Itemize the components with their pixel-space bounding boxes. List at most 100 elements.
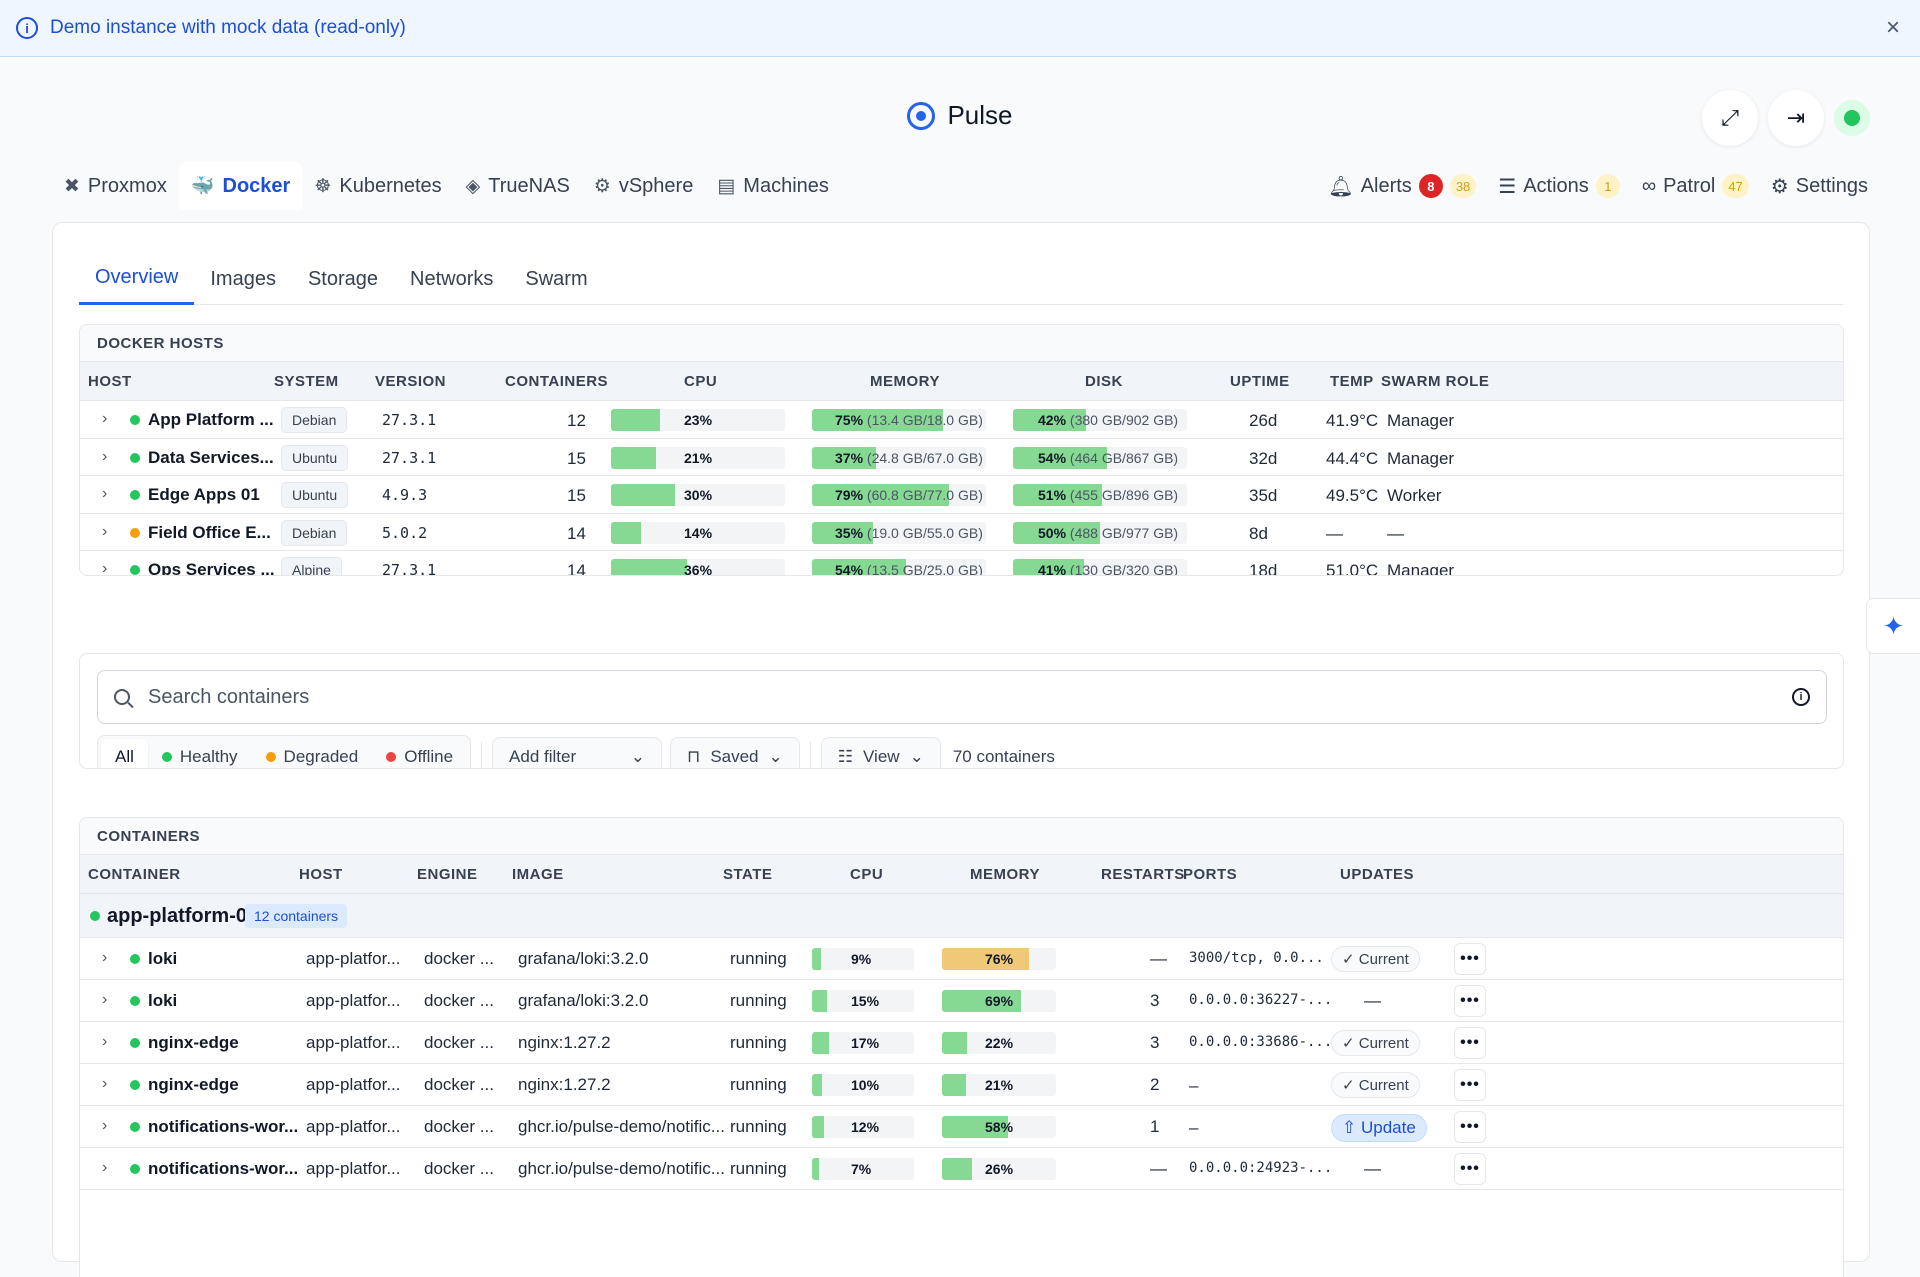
subtab-images[interactable]: Images xyxy=(210,267,276,290)
col-cpu[interactable]: CPU xyxy=(684,373,718,390)
tab-actions[interactable]: ☰ Actions 1 xyxy=(1498,174,1620,199)
tab-alerts[interactable]: 🔔︎ Alerts 8 38 xyxy=(1328,174,1477,199)
tab-proxmox[interactable]: ✖ Proxmox xyxy=(52,162,179,210)
tab-vsphere[interactable]: ⚙ vSphere xyxy=(582,162,706,210)
update-status: — xyxy=(1364,991,1381,1010)
col-swarm-role[interactable]: SWARM ROLE xyxy=(1381,373,1490,390)
col-memory[interactable]: MEMORY xyxy=(970,866,1040,883)
host-row[interactable]: › App Platform ... Debian 27.3.1 12 23% 75% (1… xyxy=(80,401,1843,439)
memory-label: 54% (13.5 GB/25.0 GB) xyxy=(835,562,983,575)
col-uptime[interactable]: UPTIME xyxy=(1230,373,1290,390)
container-row[interactable]: › notifications-wor... app-platfor... docke… xyxy=(80,1148,1843,1190)
more-actions-button[interactable]: ••• xyxy=(1454,943,1486,975)
subtab-swarm[interactable]: Swarm xyxy=(525,267,588,290)
saved-filters-dropdown[interactable]: ⊓ Saved ⌄ xyxy=(670,737,800,768)
chevron-right-icon[interactable]: › xyxy=(102,991,108,1008)
filter-degraded[interactable]: Degraded xyxy=(252,739,373,768)
col-memory[interactable]: MEMORY xyxy=(870,373,940,390)
tab-truenas[interactable]: ◈ TrueNAS xyxy=(454,162,582,210)
view-options-dropdown[interactable]: ☷ View ⌄ xyxy=(820,737,941,768)
col-temp[interactable]: TEMP xyxy=(1330,373,1374,390)
close-icon[interactable]: × xyxy=(1885,14,1900,41)
chevron-right-icon[interactable]: › xyxy=(102,1075,108,1092)
uptime: 8d xyxy=(1249,523,1268,543)
col-system[interactable]: SYSTEM xyxy=(274,373,339,390)
container-row[interactable]: › loki app-platfor... docker ... grafana/lok… xyxy=(80,980,1843,1022)
tab-machines[interactable]: ▤ Machines xyxy=(705,162,841,210)
filter-offline[interactable]: Offline xyxy=(372,739,467,768)
container-status-dot xyxy=(130,996,140,1006)
container-engine: docker ... xyxy=(424,1075,494,1094)
chevron-right-icon[interactable]: › xyxy=(102,485,108,502)
container-name: nginx-edge xyxy=(148,1033,239,1052)
col-containers[interactable]: CONTAINERS xyxy=(505,373,609,390)
cpu-bar xyxy=(812,1158,914,1180)
add-filter-dropdown[interactable]: Add filter ⌄ xyxy=(492,737,663,768)
chevron-right-icon[interactable]: › xyxy=(102,1159,108,1176)
filter-all[interactable]: All xyxy=(101,739,148,768)
chevron-right-icon[interactable]: › xyxy=(102,522,108,540)
container-row[interactable]: › loki app-platfor... docker ... grafana/lok… xyxy=(80,938,1843,980)
host-group-row[interactable]: app-platform-01 12 containers xyxy=(80,894,1843,938)
col-updates[interactable]: UPDATES xyxy=(1340,866,1415,883)
restart-count: 3 xyxy=(1150,1033,1160,1052)
container-engine: docker ... xyxy=(424,991,494,1010)
tab-kubernetes[interactable]: ☸ Kubernetes xyxy=(302,162,453,210)
col-version[interactable]: VERSION xyxy=(375,373,447,390)
platform-tabs: ✖ Proxmox 🐳 Docker ☸ Kubernetes ◈ TrueNAS ⚙ v… xyxy=(52,162,841,210)
chevron-right-icon[interactable]: › xyxy=(102,410,108,427)
subtab-overview[interactable]: Overview xyxy=(79,253,195,305)
more-actions-button[interactable]: ••• xyxy=(1454,1111,1486,1143)
col-host[interactable]: HOST xyxy=(299,866,343,883)
chevron-right-icon[interactable]: › xyxy=(102,560,108,576)
memory-bar-fill xyxy=(942,1032,968,1054)
chevron-right-icon[interactable]: › xyxy=(102,1033,108,1050)
col-ports[interactable]: PORTS xyxy=(1183,866,1238,883)
logout-button[interactable]: ⇥ xyxy=(1768,90,1824,146)
memory-bar xyxy=(812,446,986,469)
container-row[interactable]: › nginx-edge app-platfor... docker ... nginx… xyxy=(80,1022,1843,1064)
col-cpu[interactable]: CPU xyxy=(850,866,884,883)
host-status-dot xyxy=(130,415,140,425)
col-disk[interactable]: DISK xyxy=(1085,373,1123,390)
col-host[interactable]: HOST xyxy=(88,373,132,390)
more-actions-button[interactable]: ••• xyxy=(1454,1153,1486,1185)
tab-docker[interactable]: 🐳 Docker xyxy=(178,162,303,210)
search-box[interactable]: i xyxy=(97,670,1827,724)
search-input[interactable] xyxy=(148,685,1792,709)
memory-percent: 37% xyxy=(835,449,864,466)
more-actions-button[interactable]: ••• xyxy=(1454,1027,1486,1059)
col-image[interactable]: IMAGE xyxy=(512,866,564,883)
more-actions-button[interactable]: ••• xyxy=(1454,985,1486,1017)
ai-assistant-button[interactable]: ✦ xyxy=(1866,598,1920,654)
tab-patrol[interactable]: ∞ Patrol 47 xyxy=(1642,174,1749,198)
update-button[interactable]: ⇧ Update xyxy=(1331,1114,1427,1142)
subtab-networks[interactable]: Networks xyxy=(410,267,494,290)
tab-settings[interactable]: ⚙ Settings xyxy=(1771,174,1868,199)
col-state[interactable]: STATE xyxy=(723,866,773,883)
fullscreen-button[interactable]: ⤢ xyxy=(1702,90,1758,146)
disk-bar xyxy=(1013,559,1187,575)
dropdown-label: View xyxy=(863,747,900,766)
info-icon[interactable]: i xyxy=(1792,688,1810,706)
cpu-bar xyxy=(812,948,914,970)
more-actions-button[interactable]: ••• xyxy=(1454,1069,1486,1101)
chevron-right-icon[interactable]: › xyxy=(102,447,108,465)
host-row[interactable]: › Data Services... Ubuntu 27.3.1 15 21% 37% (2… xyxy=(80,439,1843,476)
chevron-right-icon[interactable]: › xyxy=(102,1117,108,1134)
col-container[interactable]: CONTAINER xyxy=(88,866,181,883)
container-row[interactable]: › nginx-edge app-platfor... docker ... nginx… xyxy=(80,1064,1843,1106)
panel-title: CONTAINERS xyxy=(80,818,1843,854)
host-row[interactable]: › Ops Services ... Alpine 27.3.1 14 36% 54% (1… xyxy=(80,551,1843,576)
container-row[interactable]: › notifications-wor... app-platfor... docke… xyxy=(80,1106,1843,1148)
host-name: App Platform ... xyxy=(148,410,274,429)
subtab-storage[interactable]: Storage xyxy=(307,267,379,290)
host-row[interactable]: › Field Office E... Debian 5.0.2 14 14% 35% (1… xyxy=(80,514,1843,551)
docker-version: 27.3.1 xyxy=(382,411,437,429)
col-engine[interactable]: ENGINE xyxy=(417,866,478,883)
cpu-percent: 17% xyxy=(851,1035,880,1051)
chevron-right-icon[interactable]: › xyxy=(102,949,108,966)
col-restarts[interactable]: RESTARTS xyxy=(1101,866,1185,883)
filter-healthy[interactable]: Healthy xyxy=(148,739,252,768)
host-row[interactable]: › Edge Apps 01 Ubuntu 4.9.3 15 30% 79% (60.8 G… xyxy=(80,476,1843,514)
